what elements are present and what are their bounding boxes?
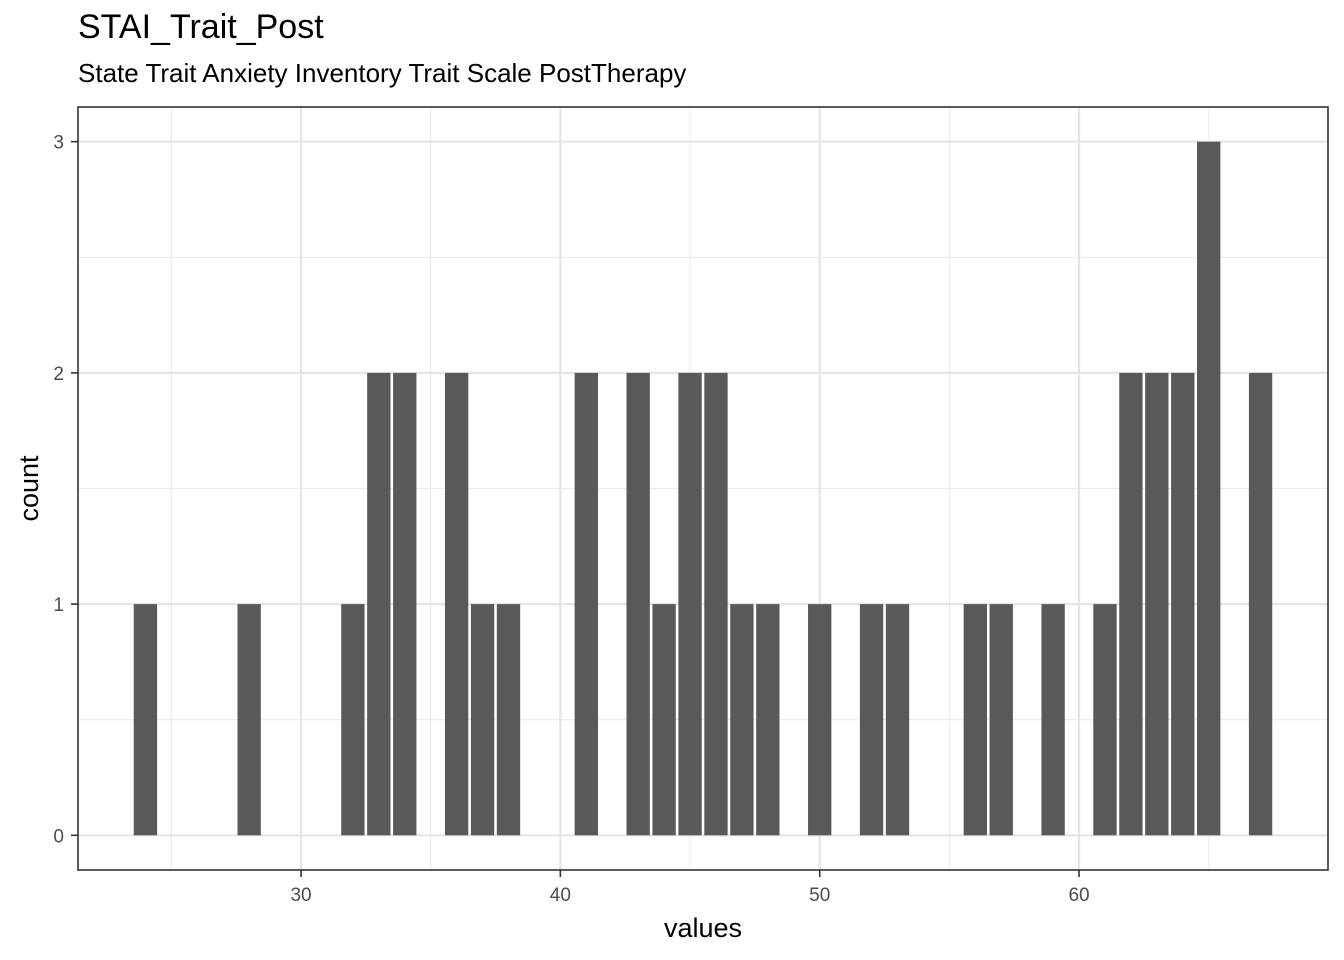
histogram-bar — [470, 604, 495, 836]
x-axis-title: values — [664, 913, 742, 943]
x-tick-label: 40 — [550, 885, 571, 906]
histogram-bar — [626, 372, 650, 836]
histogram-bar — [756, 604, 780, 836]
histogram-bar — [133, 604, 158, 836]
histogram-bar — [1119, 372, 1143, 836]
y-tick-label: 2 — [53, 364, 64, 385]
histogram-bar — [1041, 604, 1065, 836]
chart-title: STAI_Trait_Post — [78, 8, 324, 46]
histogram-bar — [859, 604, 884, 836]
axes: 30 40 50 60 0 1 2 3 — [53, 133, 1089, 906]
y-tick-label: 0 — [53, 826, 64, 847]
histogram-bar — [393, 372, 417, 836]
x-tick-label: 60 — [1068, 885, 1089, 906]
histogram-bar — [885, 604, 910, 836]
histogram-bar — [808, 604, 832, 836]
histogram-bar — [1197, 141, 1221, 836]
histogram-bar — [652, 604, 676, 836]
grid-lines — [78, 107, 1328, 870]
histogram-bar — [963, 604, 987, 836]
bars — [133, 141, 1273, 836]
x-tick-label: 30 — [290, 885, 311, 906]
histogram-bar — [444, 372, 469, 836]
histogram-bar — [574, 372, 598, 836]
histogram-bar — [1145, 372, 1169, 836]
chart-subtitle: State Trait Anxiety Inventory Trait Scal… — [78, 58, 687, 88]
y-tick-label: 3 — [53, 133, 64, 154]
histogram-bar — [237, 604, 261, 836]
histogram-bar — [989, 604, 1013, 836]
y-axis-title: count — [14, 455, 44, 522]
histogram-bar — [678, 372, 702, 836]
histogram-bar — [1093, 604, 1117, 836]
histogram-bar — [730, 604, 754, 836]
histogram-bar — [1171, 372, 1195, 836]
histogram-bar — [367, 372, 391, 836]
y-tick-label: 1 — [53, 595, 64, 616]
histogram-bar — [496, 604, 521, 836]
histogram-bar — [1248, 372, 1273, 836]
x-tick-label: 50 — [809, 885, 830, 906]
histogram-bar — [704, 372, 728, 836]
panel-border — [77, 106, 1329, 871]
histogram-bar — [341, 604, 365, 836]
